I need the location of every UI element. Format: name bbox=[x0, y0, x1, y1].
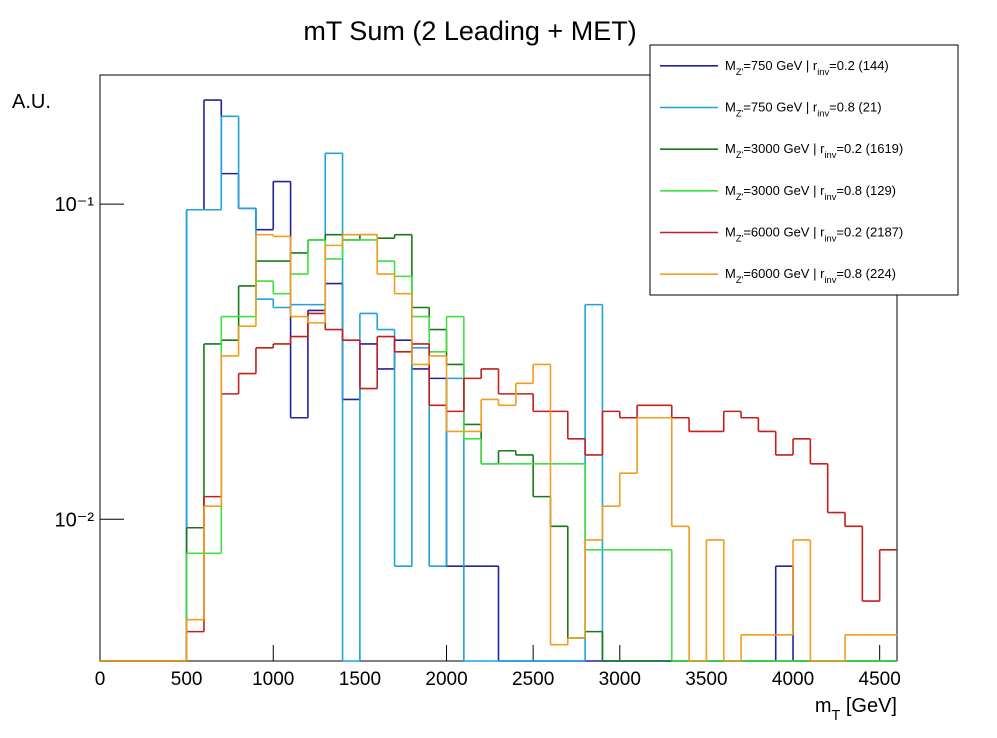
legend-box bbox=[649, 44, 959, 296]
x-tick-label: 1000 bbox=[252, 669, 294, 690]
x-tick-label: 2000 bbox=[425, 669, 467, 690]
x-tick-label: 4500 bbox=[859, 669, 901, 690]
x-tick-label: 3000 bbox=[599, 669, 641, 690]
y-axis-label: A.U. bbox=[12, 91, 51, 113]
chart-title: mT Sum (2 Leading + MET) bbox=[303, 16, 636, 46]
x-tick-label: 500 bbox=[171, 669, 203, 690]
x-tick-label: 3500 bbox=[685, 669, 727, 690]
legend-label: MZ'=750 GeV | rinv=0.8 (21) bbox=[725, 100, 882, 119]
x-tick-label: 4000 bbox=[772, 669, 814, 690]
legend-label: MZ'=750 GeV | rinv=0.2 (144) bbox=[725, 58, 889, 77]
legend-label: MZ'=6000 GeV | rinv=0.2 (2187) bbox=[725, 225, 903, 244]
x-tick-label: 2500 bbox=[512, 669, 554, 690]
histogram-series bbox=[100, 233, 897, 662]
x-tick-label: 0 bbox=[95, 669, 106, 690]
histogram-connector bbox=[185, 234, 846, 661]
y-tick-label: 10⁻¹ bbox=[55, 194, 95, 216]
legend-label: MZ'=3000 GeV | rinv=0.8 (129) bbox=[725, 183, 896, 202]
legend-label: MZ'=6000 GeV | rinv=0.8 (224) bbox=[725, 266, 896, 285]
x-tick-label: 1500 bbox=[339, 669, 381, 690]
y-tick-label: 10⁻² bbox=[55, 509, 95, 531]
legend-label: MZ'=3000 GeV | rinv=0.2 (1619) bbox=[725, 141, 903, 160]
